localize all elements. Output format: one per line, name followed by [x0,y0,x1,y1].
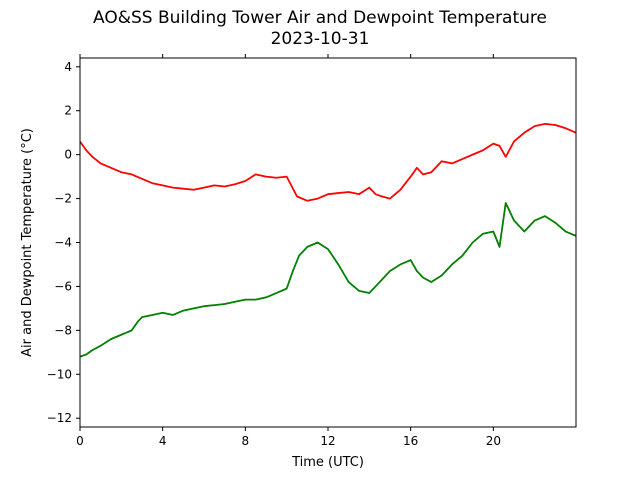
plot-area-frame [79,57,577,428]
chart-subtitle: 2023-10-31 [270,29,370,49]
y-tick-label: −6 [54,279,72,293]
y-tick-label: −2 [54,192,72,206]
y-tick-label: −12 [47,411,72,425]
x-tick-label: 20 [486,434,501,448]
y-axis-label: Air and Dewpoint Temperature (°C) [20,128,35,357]
x-axis: 0 4 8 12 16 20 [76,54,501,448]
x-tick-label: 8 [242,434,250,448]
y-axis: −12 −10 −8 −6 −4 −2 0 2 4 [47,60,80,425]
chart-title: AO&SS Building Tower Air and Dewpoint Te… [92,8,547,28]
y-tick-label: 4 [64,60,72,74]
x-tick-label: 4 [159,434,167,448]
series-line-1 [80,202,576,358]
x-tick-label: 16 [403,434,418,448]
x-tick-label: 12 [320,434,335,448]
y-tick-label: −4 [54,236,72,250]
x-axis-label: Time (UTC) [291,455,364,470]
y-tick-label: −8 [54,323,72,337]
y-tick-label: 2 [64,104,72,118]
y-tick-label: 0 [64,148,72,162]
y-tick-label: −10 [47,367,72,381]
x-tick-label: 0 [76,434,84,448]
series-layer [80,122,576,358]
series-line-0 [80,122,576,202]
